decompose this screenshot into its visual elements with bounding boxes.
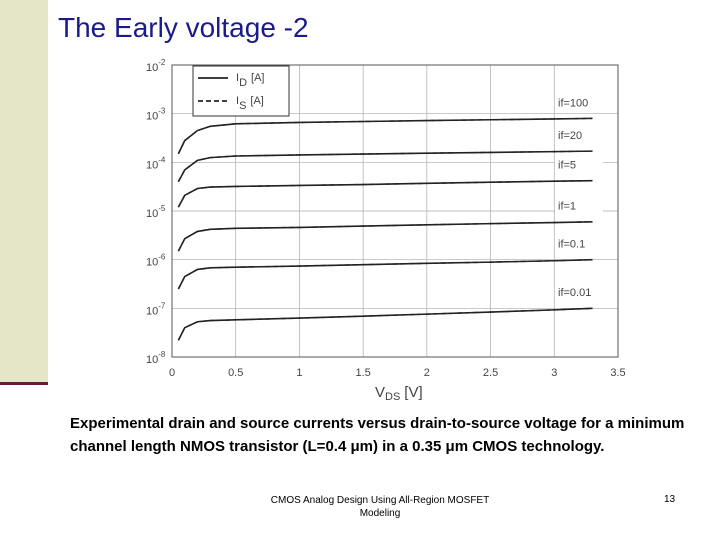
- curve-label: if=5: [558, 160, 576, 172]
- annotation-bg: [555, 286, 603, 301]
- slide-title: The Early voltage -2: [58, 12, 309, 43]
- legend-symbol: I: [236, 72, 239, 84]
- series-line-dashed: [177, 117, 593, 155]
- x-tick-label: 2.5: [483, 367, 498, 379]
- y-tick-base: 10: [146, 62, 158, 74]
- y-tick-label: 10-7: [146, 301, 166, 317]
- x-tick-label: 1: [296, 367, 302, 379]
- y-tick-exponent: -7: [158, 301, 166, 310]
- footer: CMOS Analog Design Using All-Region MOSF…: [250, 494, 510, 520]
- y-tick-base: 10: [146, 354, 158, 366]
- y-tick-exponent: -4: [158, 155, 166, 164]
- curve-label: if=0.1: [558, 239, 585, 251]
- series-line-dashed: [177, 150, 593, 183]
- x-tick-label: 0: [169, 367, 175, 379]
- curve-label: if=100: [558, 97, 588, 109]
- legend-subscript: S: [239, 100, 246, 112]
- y-tick-exponent: -8: [158, 350, 166, 359]
- y-tick-label: 10-2: [146, 58, 166, 74]
- x-label-symbol: V: [375, 384, 385, 401]
- y-tick-label: 10-3: [146, 107, 166, 123]
- y-tick-base: 10: [146, 305, 158, 317]
- side-rule: [0, 382, 48, 385]
- footer-line: CMOS Analog Design Using All-Region MOSF…: [270, 495, 490, 506]
- curve-label: if=20: [558, 130, 582, 142]
- y-tick-exponent: -2: [158, 58, 166, 67]
- curve-label: if=1: [558, 201, 576, 213]
- series-line-dashed: [177, 221, 593, 252]
- x-label-unit: [V]: [404, 384, 422, 401]
- y-tick-exponent: -6: [158, 253, 166, 262]
- y-tick-exponent: -5: [158, 204, 166, 213]
- legend-symbol: I: [236, 95, 239, 107]
- legend-label: IS [A]: [236, 95, 264, 112]
- y-tick-label: 10-4: [146, 155, 166, 171]
- x-axis-label: VDS [V]: [375, 384, 423, 403]
- series-line-dashed: [177, 258, 593, 290]
- series-line-dashed: [177, 307, 593, 341]
- caption: Experimental drain and source currents v…: [70, 415, 685, 455]
- plot-frame: [171, 64, 619, 358]
- legend-box: [192, 65, 290, 117]
- y-tick-label: 10-5: [146, 204, 166, 220]
- x-label-subscript: DS: [385, 391, 400, 403]
- x-tick-label: 1.5: [355, 367, 370, 379]
- annotation-bg: [555, 158, 603, 173]
- x-tick-label: 2: [424, 367, 430, 379]
- x-tick-label: 0.5: [228, 367, 243, 379]
- y-tick-base: 10: [146, 257, 158, 269]
- legend-label: ID [A]: [236, 72, 264, 89]
- x-tick-label: 3: [551, 367, 557, 379]
- annotation-bg: [555, 129, 603, 144]
- page-number: 13: [664, 494, 676, 505]
- y-tick-base: 10: [146, 111, 158, 123]
- y-tick-exponent: -3: [158, 107, 166, 116]
- legend-unit: [A]: [250, 95, 263, 107]
- annotation-bg: [555, 237, 603, 252]
- side-bar: [0, 0, 48, 382]
- y-tick-label: 10-8: [146, 350, 166, 366]
- x-tick-label: 3.5: [610, 367, 625, 379]
- legend-subscript: D: [239, 77, 247, 89]
- annotation-bg: [555, 96, 603, 111]
- series-line-dashed: [177, 179, 593, 208]
- curve-label: if=0.01: [558, 287, 591, 299]
- y-tick-base: 10: [146, 208, 158, 220]
- y-tick-base: 10: [146, 159, 158, 171]
- footer-line: Modeling: [359, 508, 401, 519]
- annotation-bg: [555, 199, 603, 214]
- legend-unit: [A]: [251, 72, 264, 84]
- y-tick-label: 10-6: [146, 253, 166, 269]
